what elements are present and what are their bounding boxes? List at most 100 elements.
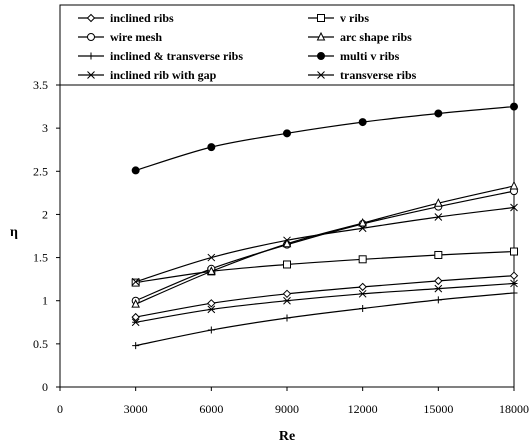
data-point [358, 217, 367, 227]
legend-item: multi v ribs [308, 49, 400, 63]
data-point [434, 213, 443, 221]
series-line [135, 282, 515, 323]
series-0 [131, 271, 519, 322]
y-tick-label: 1.5 [33, 251, 48, 265]
legend-item: inclined ribs [78, 11, 174, 25]
data-point [358, 289, 367, 298]
x-tick-label: 0 [57, 402, 63, 416]
data-point [131, 299, 140, 308]
data-point [510, 247, 518, 256]
data-point [509, 271, 519, 280]
data-point [434, 109, 443, 118]
legend-marker [316, 31, 326, 41]
legend-marker [86, 13, 96, 23]
series-6 [131, 203, 518, 286]
data-point [131, 312, 140, 322]
data-point [510, 102, 518, 111]
legend-item: arc shape ribs [308, 30, 412, 44]
legend-label: transverse ribs [340, 68, 417, 82]
y-tick-label: 3.5 [33, 78, 48, 92]
data-point [283, 129, 291, 138]
series-3 [131, 180, 519, 308]
data-point [131, 277, 140, 286]
x-tick-label: 15000 [423, 402, 453, 416]
legend-box [59, 4, 515, 86]
data-point [283, 260, 291, 269]
data-point [207, 143, 216, 152]
data-point [207, 253, 216, 262]
legend-item: v ribs [308, 11, 369, 25]
x-axis-title: Re [279, 429, 295, 444]
x-tick-label: 9000 [275, 402, 299, 416]
data-point [283, 314, 291, 322]
y-tick-label: 1 [42, 294, 48, 308]
data-point [283, 296, 291, 305]
legend-label: v ribs [340, 11, 369, 25]
legend-label: multi v ribs [340, 49, 400, 63]
series-line [135, 206, 515, 283]
series-4 [132, 289, 518, 350]
series-7 [131, 279, 518, 327]
data-point [283, 236, 291, 245]
data-point [510, 203, 518, 212]
data-point [358, 282, 367, 292]
legend: inclined ribs v ribs wire mesh arc shape ri… [78, 11, 417, 82]
legend-marker [317, 52, 325, 60]
data-point [434, 198, 443, 207]
data-point [207, 266, 216, 275]
data-point [434, 250, 443, 259]
series-layer [131, 102, 519, 350]
data-point [131, 166, 140, 175]
series-line [135, 190, 515, 302]
legend-marker [87, 52, 95, 60]
legend-label: inclined & transverse ribs [110, 49, 243, 63]
axes: 0 3000 6000 9000 12000 15000 18000 0 0.5 1 1.5 2 2.5… [33, 78, 529, 416]
series-line [135, 105, 515, 171]
y-tick-label: 3 [42, 121, 48, 135]
data-point [207, 305, 216, 314]
data-point [434, 276, 443, 286]
y-tick-label: 2.5 [33, 164, 48, 178]
legend-label: wire mesh [110, 30, 162, 44]
legend-label: arc shape ribs [340, 30, 412, 44]
legend-marker [87, 71, 95, 79]
x-tick-label: 18000 [499, 402, 529, 416]
legend-marker [317, 14, 325, 22]
x-tick-label: 6000 [199, 402, 223, 416]
legend-marker [87, 33, 95, 41]
series-line [135, 185, 515, 305]
data-point [358, 224, 367, 233]
y-axis-title: η [10, 225, 18, 240]
data-point [510, 289, 518, 297]
legend-label: inclined rib with gap [110, 68, 217, 82]
x-tick-label: 12000 [348, 402, 378, 416]
series-line [135, 275, 515, 318]
data-point [282, 238, 292, 248]
data-point [132, 342, 140, 350]
data-point [359, 304, 367, 312]
data-point [434, 284, 443, 293]
x-tick-label: 3000 [124, 402, 148, 416]
legend-item: wire mesh [78, 30, 162, 44]
data-point [358, 255, 367, 264]
legend-item: inclined rib with gap [78, 68, 217, 82]
series-line [135, 250, 515, 284]
data-point [282, 289, 292, 299]
series-5 [131, 102, 518, 175]
data-point [131, 278, 140, 287]
data-point [131, 318, 140, 327]
data-point [358, 118, 367, 127]
y-tick-label: 0.5 [33, 337, 48, 351]
series-line [135, 292, 515, 347]
y-tick-label: 2 [42, 207, 48, 221]
legend-item: inclined & transverse ribs [78, 49, 243, 63]
y-tick-label: 0 [42, 380, 48, 394]
data-point [207, 299, 216, 308]
legend-marker [317, 71, 325, 79]
legend-item: transverse ribs [308, 68, 417, 82]
data-point [434, 296, 442, 304]
data-point [509, 180, 519, 190]
data-point [510, 279, 518, 288]
legend-label: inclined ribs [110, 11, 174, 25]
